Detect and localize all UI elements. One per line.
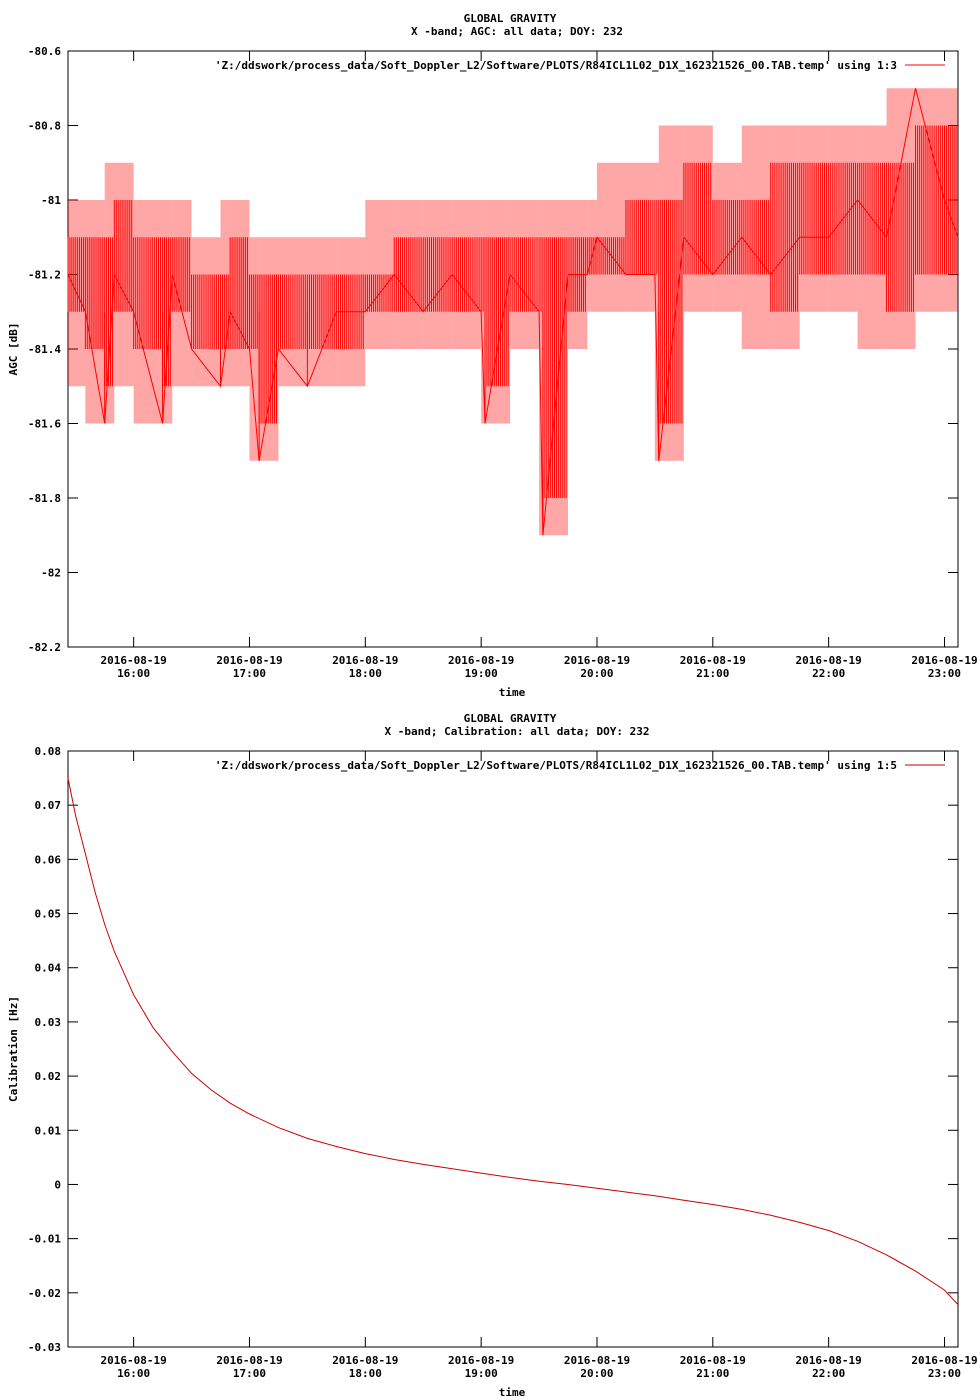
agc-x-tick-date: 2016-08-19: [448, 654, 514, 667]
calibration-plot-frame: [67, 750, 959, 1348]
agc-y-axis-label: AGC [dB]: [7, 323, 20, 376]
calibration-x-tick-date: 2016-08-19: [796, 1354, 862, 1367]
agc-noise-band: [249, 237, 260, 461]
agc-x-tick-time: 21:00: [696, 667, 729, 680]
agc-y-tick-label: -82: [41, 567, 61, 580]
agc-y-tick-label: -81.2: [28, 269, 61, 282]
calibration-y-tick-label: 0.01: [35, 1124, 62, 1137]
calibration-x-tick-date: 2016-08-19: [680, 1354, 746, 1367]
calibration-plot-area: 0.08 0.07 0.06 0.05 0.04 0.03 0.02 0.01 0 -0.01 -0…: [28, 745, 978, 1380]
agc-y-tick-label: -81.6: [28, 418, 61, 431]
agc-noise-band: [539, 200, 543, 536]
agc-x-tick-date: 2016-08-19: [796, 654, 862, 667]
agc-chart-title: GLOBAL GRAVITY: [464, 12, 557, 25]
agc-y-tick-label: -81: [41, 194, 61, 207]
calibration-x-tick-date: 2016-08-19: [911, 1354, 977, 1367]
agc-chart-legend-label: 'Z:/ddswork/process_data/Soft_Doppler_L2…: [215, 59, 897, 72]
agc-noise-band: [162, 200, 173, 424]
agc-x-tick-time: 19:00: [465, 667, 498, 680]
calibration-x-tick-date: 2016-08-19: [564, 1354, 630, 1367]
agc-noise-band: [220, 200, 231, 387]
calibration-x-tick-time: 16:00: [117, 1367, 150, 1380]
agc-x-tick-date: 2016-08-19: [680, 654, 746, 667]
agc-x-tick-time: 17:00: [233, 667, 266, 680]
calibration-y-tick-label: -0.01: [28, 1233, 61, 1246]
calibration-y-tick-label: 0.05: [35, 908, 62, 921]
calibration-chart: GLOBAL GRAVITY X -band; Calibration: all…: [7, 712, 978, 1399]
calibration-x-tick-time: 22:00: [812, 1367, 845, 1380]
agc-x-tick-date: 2016-08-19: [216, 654, 282, 667]
calibration-y-tick-label: 0.03: [35, 1016, 62, 1029]
agc-noise-band: [104, 162, 115, 424]
calibration-y-tick-label: 0.08: [35, 745, 62, 758]
agc-chart: GLOBAL GRAVITY X -band; AGC: all data; D…: [7, 12, 978, 699]
agc-x-tick-time: 18:00: [349, 667, 382, 680]
calibration-x-tick-time: 18:00: [349, 1367, 382, 1380]
calibration-y-tick-label: 0.02: [35, 1070, 62, 1083]
agc-y-tick-label: -81.8: [28, 492, 61, 505]
calibration-y-tick-label: -0.03: [28, 1341, 61, 1354]
calibration-y-tick-label: 0: [54, 1178, 61, 1191]
calibration-chart-title: GLOBAL GRAVITY: [464, 712, 557, 725]
agc-x-tick-date: 2016-08-19: [332, 654, 398, 667]
agc-x-tick-date: 2016-08-19: [564, 654, 630, 667]
calibration-x-tick-time: 23:00: [928, 1367, 961, 1380]
agc-noise-band: [654, 162, 659, 461]
calibration-x-tick-date: 2016-08-19: [332, 1354, 398, 1367]
agc-x-tick-date: 2016-08-19: [911, 654, 977, 667]
calibration-chart-legend-label: 'Z:/ddswork/process_data/Soft_Doppler_L2…: [215, 759, 897, 772]
calibration-x-tick-time: 19:00: [465, 1367, 498, 1380]
calibration-y-axis-label: Calibration [Hz]: [7, 996, 20, 1102]
calibration-x-axis-label: time: [499, 1386, 526, 1399]
calibration-y-tick-label: 0.07: [35, 799, 62, 812]
calibration-x-tick-date: 2016-08-19: [216, 1354, 282, 1367]
calibration-y-tick-label: 0.06: [35, 853, 62, 866]
calibration-chart-subtitle: X -band; Calibration: all data; DOY: 232: [385, 725, 650, 738]
agc-x-tick-date: 2016-08-19: [101, 654, 167, 667]
agc-plot-area: -80.6 -80.8 -81 -81.2 -81.4 -81.6 -81.8 -82 -82.…: [28, 45, 978, 680]
calibration-x-tick-time: 20:00: [580, 1367, 613, 1380]
calibration-x-tick-time: 17:00: [233, 1367, 266, 1380]
calibration-y-tick-label: -0.02: [28, 1287, 61, 1300]
calibration-x-tick-date: 2016-08-19: [448, 1354, 514, 1367]
agc-y-tick-label: -80.6: [28, 45, 61, 58]
agc-y-tick-label: -81.4: [28, 343, 61, 356]
calibration-series-line: [67, 778, 959, 1306]
agc-x-tick-time: 23:00: [928, 667, 961, 680]
agc-x-tick-time: 20:00: [580, 667, 613, 680]
agc-x-tick-time: 22:00: [812, 667, 845, 680]
calibration-y-tick-label: 0.04: [35, 962, 62, 975]
calibration-x-tick-date: 2016-08-19: [101, 1354, 167, 1367]
agc-chart-subtitle: X -band; AGC: all data; DOY: 232: [411, 25, 623, 38]
agc-x-axis-label: time: [499, 686, 526, 699]
calibration-x-tick-time: 21:00: [696, 1367, 729, 1380]
agc-y-tick-label: -80.8: [28, 120, 61, 133]
agc-y-tick-label: -82.2: [28, 641, 61, 654]
agc-x-tick-time: 16:00: [117, 667, 150, 680]
